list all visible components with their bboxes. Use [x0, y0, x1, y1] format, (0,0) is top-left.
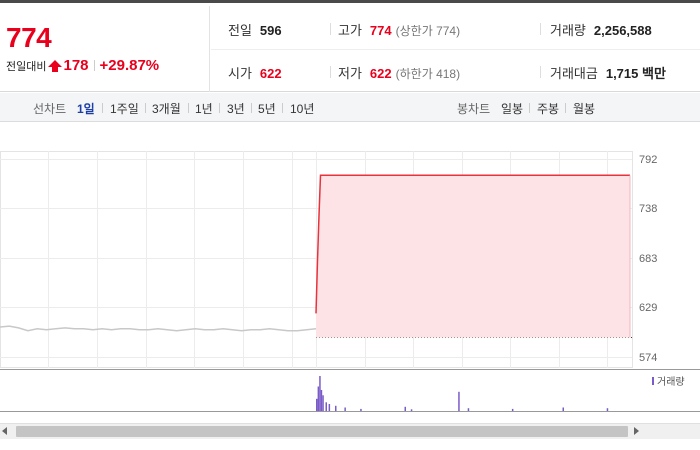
candle-chart-label: 봉차트 [457, 102, 491, 116]
stat-value: 622 [369, 66, 392, 81]
range-3y[interactable]: 3년 [227, 102, 245, 116]
range-3m[interactable]: 3개월 [152, 102, 181, 116]
scroll-right-icon[interactable] [634, 427, 639, 435]
divider [251, 103, 252, 113]
stat-value: 1,715 백만 [605, 66, 666, 81]
range-10y[interactable]: 10년 [290, 102, 315, 116]
volume-bar [317, 386, 320, 411]
stat-sub: (하한가 418) [395, 67, 461, 81]
divider [102, 103, 103, 113]
y-tick-label: 683 [639, 253, 657, 265]
volume-bar [410, 409, 413, 412]
volume-bar [458, 391, 460, 412]
range-1d[interactable]: 1일 [77, 102, 95, 116]
chart-toolbar: 선차트 1일 1주일 3개월 1년 3년 5년 10년 봉차트 일봉 주봉 월봉 [0, 93, 700, 122]
price-area [316, 175, 630, 338]
volume-bar [319, 376, 321, 411]
divider [529, 103, 530, 113]
stat-value: 622 [259, 66, 282, 81]
y-tick-label: 629 [639, 302, 657, 314]
price-box: 774 전일대비 178 +29.87% [0, 6, 210, 92]
volume-bar [322, 395, 324, 412]
price-line [315, 174, 630, 314]
divider [219, 103, 220, 113]
volume-bar [562, 407, 564, 411]
volume-bar [328, 404, 331, 411]
candle-daily[interactable]: 일봉 [501, 102, 524, 116]
divider [330, 23, 331, 35]
stat-high: 고가 774 (상한가 774) [338, 20, 460, 39]
range-1y[interactable]: 1년 [195, 102, 213, 116]
divider [565, 103, 566, 113]
volume-bar [511, 408, 514, 411]
divider [282, 103, 283, 113]
volume-bar [360, 408, 362, 411]
volume-bar [335, 405, 337, 412]
stat-volume: 거래량 2,256,588 [550, 20, 652, 39]
change-percent: +29.87% [99, 57, 160, 74]
divider [540, 66, 541, 78]
scroll-left-icon[interactable] [2, 427, 7, 435]
volume-bar [325, 402, 327, 412]
stat-label: 저가 [338, 66, 362, 81]
change-label: 전일대비 [6, 60, 47, 73]
volume-bar [320, 390, 323, 411]
line-chart-label: 선차트 [33, 102, 67, 116]
stat-label: 고가 [338, 23, 362, 38]
stat-sub: (상한가 774) [395, 24, 461, 38]
divider [330, 66, 331, 78]
change-row: 전일대비 178 +29.87% [6, 57, 159, 74]
volume-bar [344, 407, 346, 411]
divider [211, 49, 700, 50]
divider [188, 103, 189, 113]
chart-scrollbar[interactable] [0, 423, 700, 439]
scroll-thumb[interactable] [16, 426, 628, 437]
up-arrow-icon [48, 59, 63, 72]
legend-swatch [652, 377, 654, 385]
divider [540, 23, 541, 35]
volume-bar [316, 398, 318, 412]
legend-label: 거래량 [657, 376, 685, 388]
stat-value: 596 [259, 23, 282, 38]
stat-label: 거래량 [550, 23, 586, 38]
stat-value: 774 [369, 23, 392, 38]
stat-value: 2,256,588 [593, 23, 652, 38]
stat-label: 시가 [228, 66, 252, 81]
y-tick-label: 792 [639, 154, 657, 166]
volume-bar [404, 406, 406, 411]
y-tick-label: 738 [639, 203, 657, 215]
quote-header: 774 전일대비 178 +29.87% 전일 596 고가 774 (상한가 774… [0, 6, 700, 92]
stat-open: 시가 622 [228, 63, 282, 82]
price-chart[interactable]: 792 738 683 629 574 거래량 [0, 123, 700, 423]
candle-weekly[interactable]: 주봉 [537, 102, 560, 116]
divider [145, 103, 146, 113]
stat-label: 전일 [228, 23, 252, 38]
stat-amount: 거래대금 1,715 백만 [550, 63, 666, 82]
volume-bar [467, 408, 470, 411]
stat-label: 거래대금 [550, 66, 598, 81]
range-1w[interactable]: 1주일 [110, 102, 139, 116]
current-price: 774 [6, 22, 52, 53]
stat-low: 저가 622 (하한가 418) [338, 63, 460, 82]
stat-prev-close: 전일 596 [228, 20, 282, 39]
candle-monthly[interactable]: 월봉 [573, 102, 596, 116]
y-tick-label: 574 [639, 352, 657, 364]
range-5y[interactable]: 5년 [258, 102, 276, 116]
prev-day-line [0, 325, 317, 332]
volume-bar [606, 408, 609, 411]
divider [93, 60, 95, 71]
change-amount: 178 [63, 57, 89, 74]
